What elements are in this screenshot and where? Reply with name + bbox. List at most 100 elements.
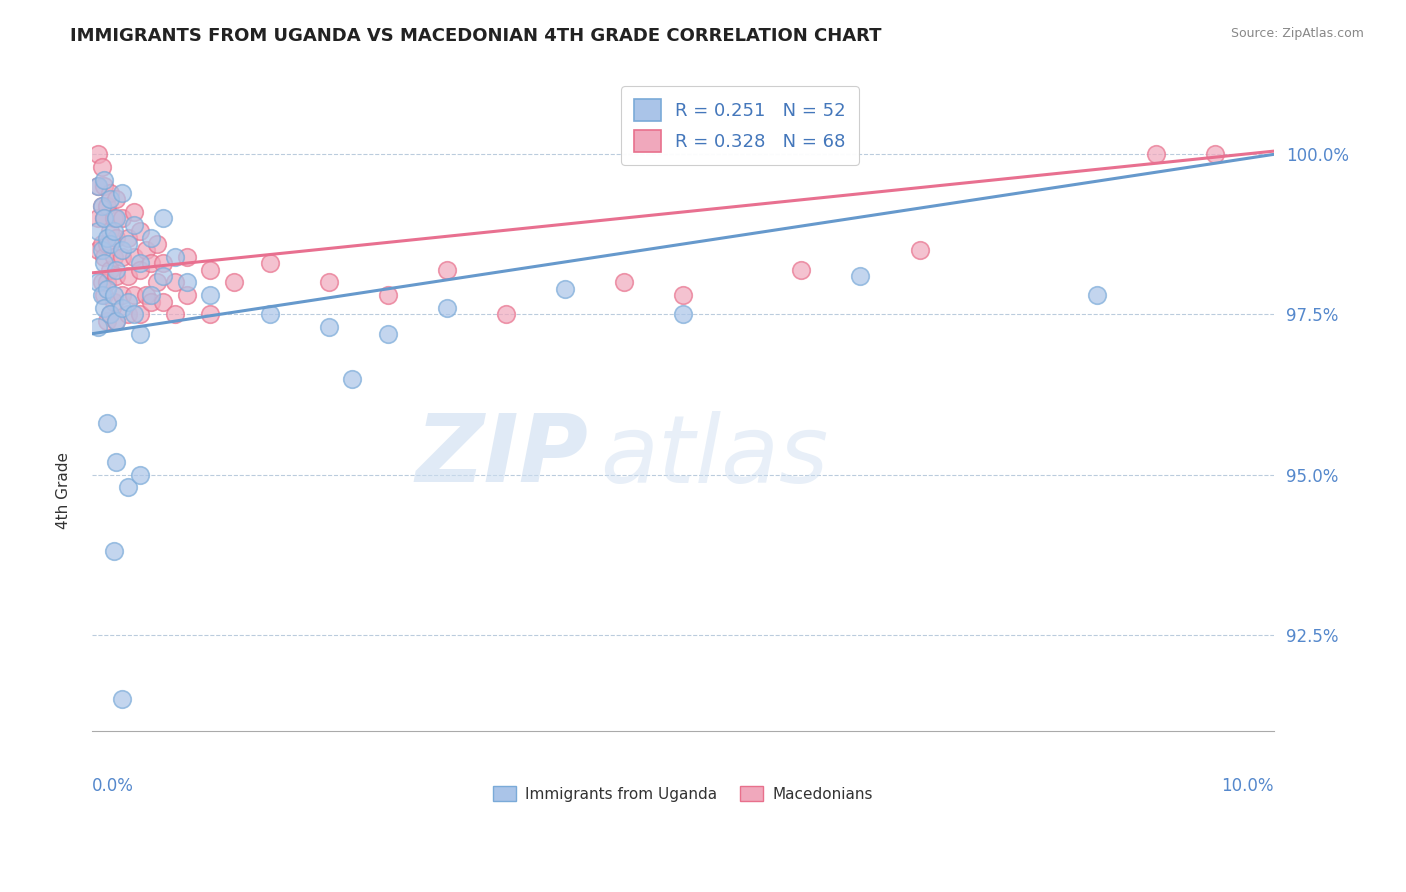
Point <box>93 256 115 270</box>
Point <box>165 250 187 264</box>
Point <box>176 250 198 264</box>
Point <box>1085 288 1108 302</box>
Point <box>672 288 695 302</box>
Point <box>90 276 112 290</box>
Point <box>141 294 163 309</box>
Point <box>134 288 156 302</box>
Point <box>93 211 115 226</box>
Point <box>849 268 872 283</box>
Point <box>104 455 127 469</box>
Text: 0.0%: 0.0% <box>93 777 134 795</box>
Point <box>90 288 112 302</box>
Point <box>104 211 127 226</box>
Point <box>104 314 127 328</box>
Point <box>96 276 118 290</box>
Point <box>128 326 150 341</box>
Point <box>224 276 246 290</box>
Point <box>93 301 115 315</box>
Text: atlas: atlas <box>600 411 828 502</box>
Point <box>111 211 134 226</box>
Point <box>90 198 112 212</box>
Point <box>111 250 134 264</box>
Point <box>96 198 118 212</box>
Point <box>152 294 174 309</box>
Point <box>259 256 281 270</box>
Point <box>93 211 115 226</box>
Point <box>122 218 145 232</box>
Point <box>152 211 174 226</box>
Point <box>104 262 127 277</box>
Point <box>93 288 115 302</box>
Point <box>103 250 125 264</box>
Point <box>790 262 813 277</box>
Point <box>111 244 134 258</box>
Point <box>200 262 222 277</box>
Point <box>146 237 169 252</box>
Point <box>377 326 399 341</box>
Point <box>98 262 121 277</box>
Point <box>318 320 340 334</box>
Text: IMMIGRANTS FROM UGANDA VS MACEDONIAN 4TH GRADE CORRELATION CHART: IMMIGRANTS FROM UGANDA VS MACEDONIAN 4TH… <box>70 27 882 45</box>
Point <box>146 276 169 290</box>
Point <box>103 288 125 302</box>
Point <box>104 192 127 206</box>
Point <box>141 288 163 302</box>
Point <box>93 173 115 187</box>
Point <box>111 288 134 302</box>
Point <box>554 282 576 296</box>
Point <box>93 179 115 194</box>
Point <box>117 294 139 309</box>
Point <box>103 544 125 558</box>
Point <box>104 230 127 244</box>
Point <box>87 211 110 226</box>
Point <box>122 288 145 302</box>
Point <box>1204 147 1226 161</box>
Point <box>318 276 340 290</box>
Point <box>104 268 127 283</box>
Point <box>342 371 364 385</box>
Point <box>90 244 112 258</box>
Point <box>87 147 110 161</box>
Point <box>111 301 134 315</box>
Point <box>117 230 139 244</box>
Point <box>176 288 198 302</box>
Text: ZIP: ZIP <box>416 410 589 502</box>
Point <box>87 276 110 290</box>
Point <box>117 480 139 494</box>
Point <box>98 237 121 252</box>
Point <box>103 224 125 238</box>
Point <box>98 224 121 238</box>
Point <box>200 288 222 302</box>
Point <box>672 308 695 322</box>
Point <box>98 186 121 200</box>
Point <box>103 211 125 226</box>
Point <box>1144 147 1167 161</box>
Text: 10.0%: 10.0% <box>1222 777 1274 795</box>
Point <box>141 230 163 244</box>
Point <box>93 250 115 264</box>
Point <box>146 884 169 892</box>
Point <box>141 256 163 270</box>
Point <box>128 467 150 482</box>
Point <box>436 262 458 277</box>
Point <box>128 256 150 270</box>
Point <box>104 314 127 328</box>
Point <box>128 224 150 238</box>
Point <box>103 294 125 309</box>
Point <box>152 256 174 270</box>
Point <box>495 308 517 322</box>
Point <box>87 179 110 194</box>
Point <box>259 308 281 322</box>
Point <box>90 160 112 174</box>
Point <box>87 320 110 334</box>
Point <box>117 268 139 283</box>
Point <box>111 691 134 706</box>
Point <box>96 417 118 431</box>
Point <box>98 308 121 322</box>
Point <box>90 237 112 252</box>
Point <box>436 301 458 315</box>
Point <box>908 244 931 258</box>
Point <box>152 268 174 283</box>
Point <box>165 308 187 322</box>
Text: Source: ZipAtlas.com: Source: ZipAtlas.com <box>1230 27 1364 40</box>
